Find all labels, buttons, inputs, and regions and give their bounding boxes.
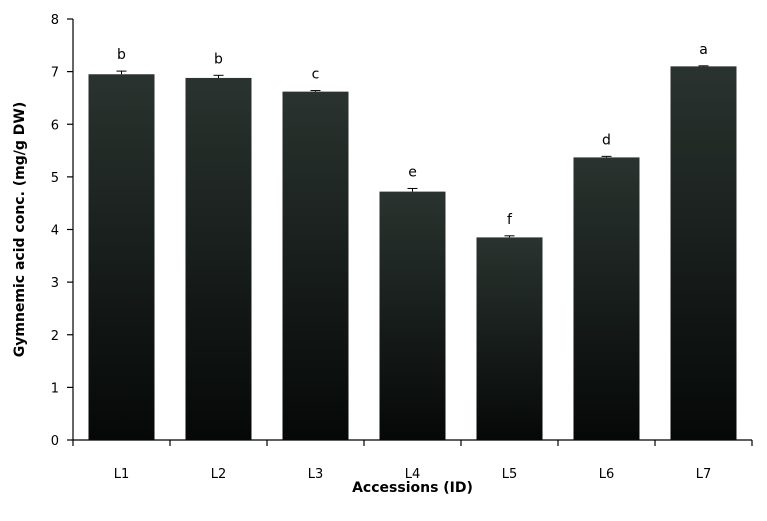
y-axis-title: Gymnemic acid conc. (mg/g DW) xyxy=(12,102,28,358)
y-tick-label: 8 xyxy=(51,13,59,28)
y-tick-label: 4 xyxy=(51,224,59,239)
bar xyxy=(670,66,737,441)
significance-label: c xyxy=(312,67,320,83)
significance-label: d xyxy=(602,132,611,148)
bar xyxy=(282,91,349,440)
x-tick-label: L2 xyxy=(211,467,227,482)
y-tick-label: 7 xyxy=(51,66,59,81)
x-tick-label: L3 xyxy=(308,467,324,482)
significance-label: b xyxy=(117,47,126,63)
significance-label: e xyxy=(408,164,417,180)
y-tick-label: 6 xyxy=(51,118,59,133)
y-tick-label: 0 xyxy=(51,434,59,449)
y-tick-label: 1 xyxy=(51,381,59,396)
x-tick-label: L4 xyxy=(405,467,421,482)
bar xyxy=(88,74,155,440)
bars: b L1 b L2 c L3 e L4 f L5 d L6 a L7 xyxy=(88,42,737,482)
significance-label: f xyxy=(507,212,513,228)
x-tick-label: L1 xyxy=(114,467,130,482)
x-tick-label: L5 xyxy=(502,467,518,482)
x-axis xyxy=(72,439,753,446)
x-tick-label: L6 xyxy=(599,467,615,482)
bar xyxy=(476,237,543,440)
y-tick-label: 2 xyxy=(51,329,59,344)
y-tick-label: 3 xyxy=(51,276,59,291)
y-axis: 0 1 2 3 4 5 6 7 8 xyxy=(51,13,74,449)
x-axis-title: Accessions (ID) xyxy=(352,480,473,496)
significance-label: b xyxy=(214,51,223,67)
bar xyxy=(573,157,640,440)
significance-label: a xyxy=(699,42,708,58)
x-tick-label: L7 xyxy=(696,467,712,482)
y-tick-label: 5 xyxy=(51,171,59,186)
bar xyxy=(185,77,252,440)
bar xyxy=(379,191,446,440)
